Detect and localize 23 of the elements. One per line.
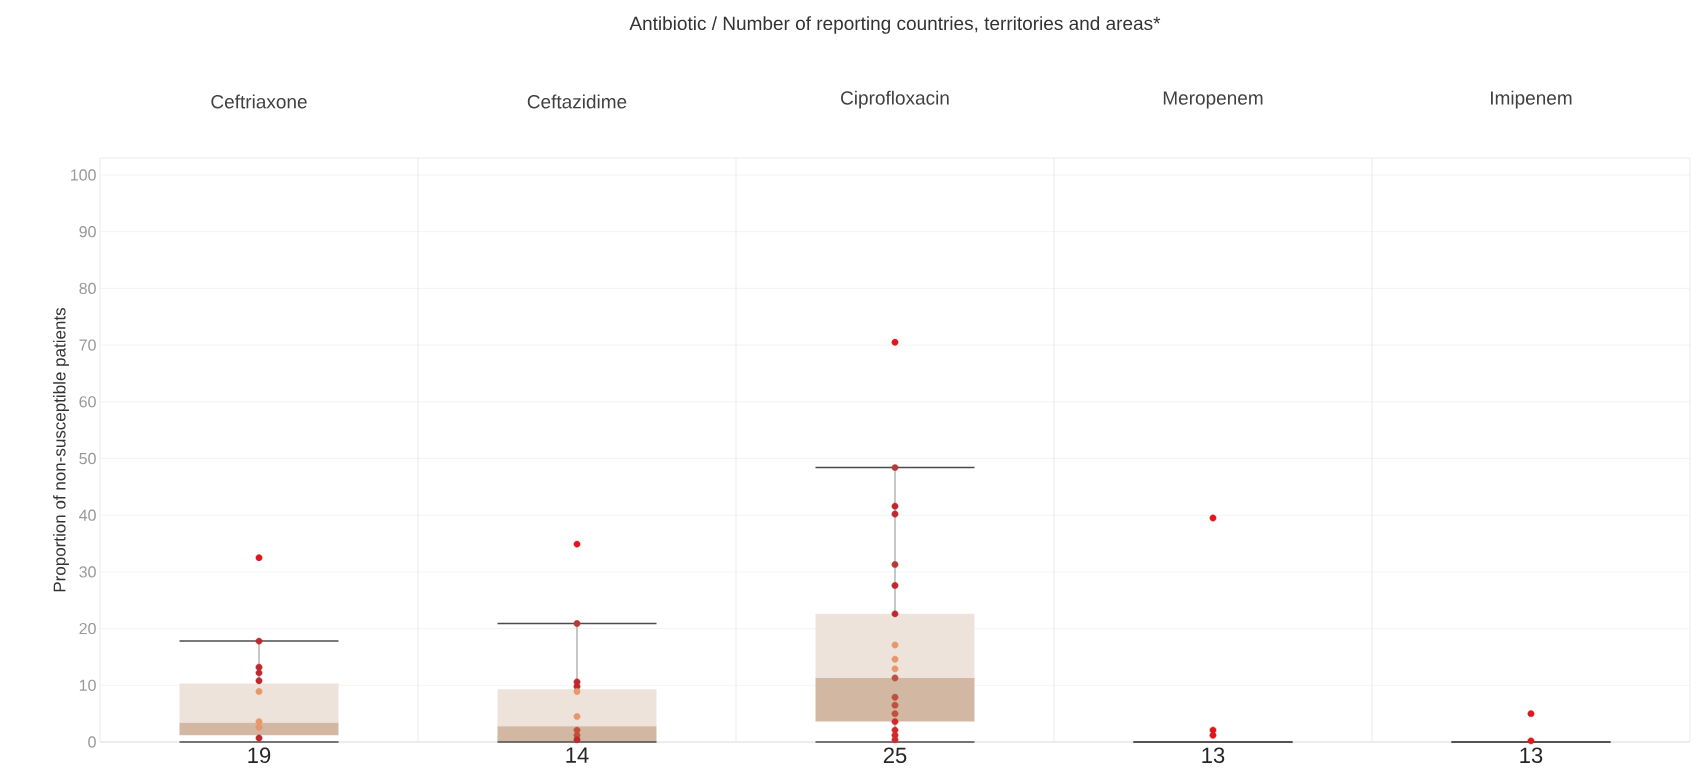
y-tick-label: 70 [79, 339, 96, 351]
y-tick-label: 0 [88, 736, 96, 748]
y-tick-label: 20 [79, 622, 96, 635]
text: 13 [1202, 747, 1225, 764]
y-tick-label: 100 [71, 169, 96, 181]
chart-title: Antibiotic / Number of reporting countries, territories and areas* [629, 16, 1161, 34]
y-tick-label: 30 [79, 566, 96, 578]
x-tick-label: Meropenem [1163, 91, 1263, 109]
y-axis-title: Proportion of non-susceptible patients [53, 307, 69, 592]
text: 13 [1520, 747, 1543, 764]
y-tick-label: 60 [79, 396, 96, 408]
text: 14 [566, 747, 589, 763]
y-tick-label: 50 [79, 452, 96, 465]
text: 25 [883, 747, 907, 764]
x-tick-label: Ciprofloxacin [841, 90, 949, 109]
y-tick-label: 10 [79, 679, 96, 691]
x-tick-label: Ceftriaxone [211, 94, 307, 109]
y-tick-label: 90 [79, 226, 96, 238]
y-tick-label: 80 [79, 282, 96, 295]
x-tick-label: Ceftazidime [527, 94, 627, 109]
y-tick-label: 40 [79, 509, 96, 521]
x-tick-label: Imipenem [1491, 90, 1572, 109]
text: 19 [248, 747, 271, 764]
